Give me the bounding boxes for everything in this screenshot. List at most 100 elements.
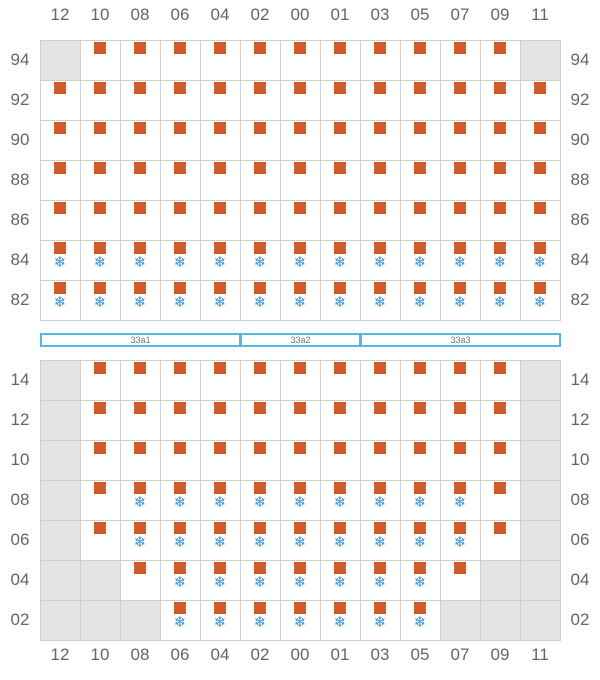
container-box-icon[interactable] <box>254 42 266 54</box>
container-box-icon[interactable] <box>174 482 186 494</box>
slot[interactable] <box>480 520 521 561</box>
container-box-icon[interactable] <box>254 562 266 574</box>
container-box-icon[interactable] <box>134 402 146 414</box>
container-box-icon[interactable] <box>254 202 266 214</box>
container-box-icon[interactable] <box>134 42 146 54</box>
container-box-icon[interactable] <box>94 442 106 454</box>
container-box-icon[interactable] <box>134 242 146 254</box>
container-box-icon[interactable] <box>294 362 306 374</box>
container-box-icon[interactable] <box>174 522 186 534</box>
container-box-icon[interactable] <box>254 122 266 134</box>
container-box-icon[interactable] <box>254 242 266 254</box>
container-box-icon[interactable] <box>454 122 466 134</box>
container-box-icon[interactable] <box>414 82 426 94</box>
container-box-icon[interactable] <box>214 402 226 414</box>
container-box-icon[interactable] <box>494 122 506 134</box>
container-box-icon[interactable] <box>134 82 146 94</box>
container-box-icon[interactable] <box>294 122 306 134</box>
container-box-icon[interactable] <box>454 242 466 254</box>
container-box-icon[interactable] <box>454 282 466 294</box>
container-box-icon[interactable] <box>494 282 506 294</box>
container-box-icon[interactable] <box>454 362 466 374</box>
container-box-icon[interactable] <box>174 282 186 294</box>
container-box-icon[interactable] <box>534 282 546 294</box>
container-box-icon[interactable] <box>374 522 386 534</box>
container-box-icon[interactable] <box>494 42 506 54</box>
container-box-icon[interactable] <box>174 42 186 54</box>
container-box-icon[interactable] <box>54 202 66 214</box>
container-box-icon[interactable] <box>294 522 306 534</box>
container-box-icon[interactable] <box>174 162 186 174</box>
container-box-icon[interactable] <box>254 282 266 294</box>
container-box-icon[interactable] <box>454 562 466 574</box>
container-box-icon[interactable] <box>494 162 506 174</box>
container-box-icon[interactable] <box>214 42 226 54</box>
container-box-icon[interactable] <box>414 282 426 294</box>
container-box-icon[interactable] <box>494 362 506 374</box>
container-box-icon[interactable] <box>214 282 226 294</box>
container-box-icon[interactable] <box>454 522 466 534</box>
container-box-icon[interactable] <box>254 442 266 454</box>
container-box-icon[interactable] <box>214 362 226 374</box>
container-box-icon[interactable] <box>374 482 386 494</box>
container-box-icon[interactable] <box>94 122 106 134</box>
container-box-icon[interactable] <box>334 562 346 574</box>
container-box-icon[interactable] <box>374 362 386 374</box>
container-box-icon[interactable] <box>454 442 466 454</box>
container-box-icon[interactable] <box>214 202 226 214</box>
container-box-icon[interactable] <box>414 42 426 54</box>
container-box-icon[interactable] <box>414 362 426 374</box>
container-box-icon[interactable] <box>54 122 66 134</box>
container-box-icon[interactable] <box>94 282 106 294</box>
container-box-icon[interactable] <box>414 482 426 494</box>
container-box-icon[interactable] <box>294 162 306 174</box>
container-box-icon[interactable] <box>374 42 386 54</box>
slot[interactable] <box>120 160 161 201</box>
container-box-icon[interactable] <box>414 122 426 134</box>
container-box-icon[interactable] <box>134 482 146 494</box>
container-box-icon[interactable] <box>94 362 106 374</box>
container-box-icon[interactable] <box>414 242 426 254</box>
container-box-icon[interactable] <box>494 402 506 414</box>
container-box-icon[interactable] <box>254 162 266 174</box>
container-box-icon[interactable] <box>374 162 386 174</box>
container-box-icon[interactable] <box>374 602 386 614</box>
container-box-icon[interactable] <box>374 562 386 574</box>
container-box-icon[interactable] <box>294 602 306 614</box>
container-box-icon[interactable] <box>54 242 66 254</box>
container-box-icon[interactable] <box>534 242 546 254</box>
container-box-icon[interactable] <box>214 122 226 134</box>
container-box-icon[interactable] <box>214 522 226 534</box>
container-box-icon[interactable] <box>294 202 306 214</box>
container-box-icon[interactable] <box>94 482 106 494</box>
container-box-icon[interactable] <box>374 202 386 214</box>
container-box-icon[interactable] <box>454 482 466 494</box>
container-box-icon[interactable] <box>214 162 226 174</box>
container-box-icon[interactable] <box>414 162 426 174</box>
container-box-icon[interactable] <box>334 242 346 254</box>
container-box-icon[interactable] <box>254 402 266 414</box>
container-box-icon[interactable] <box>454 42 466 54</box>
container-box-icon[interactable] <box>294 282 306 294</box>
container-box-icon[interactable] <box>254 82 266 94</box>
container-box-icon[interactable] <box>334 42 346 54</box>
container-box-icon[interactable] <box>334 282 346 294</box>
container-box-icon[interactable] <box>174 362 186 374</box>
container-box-icon[interactable] <box>294 82 306 94</box>
container-box-icon[interactable] <box>494 522 506 534</box>
container-box-icon[interactable] <box>334 402 346 414</box>
container-box-icon[interactable] <box>174 242 186 254</box>
container-box-icon[interactable] <box>94 242 106 254</box>
container-box-icon[interactable] <box>174 202 186 214</box>
container-box-icon[interactable] <box>334 82 346 94</box>
container-box-icon[interactable] <box>214 482 226 494</box>
container-box-icon[interactable] <box>294 42 306 54</box>
container-box-icon[interactable] <box>174 562 186 574</box>
container-box-icon[interactable] <box>534 82 546 94</box>
container-box-icon[interactable] <box>414 602 426 614</box>
container-box-icon[interactable] <box>494 442 506 454</box>
container-box-icon[interactable] <box>214 562 226 574</box>
container-box-icon[interactable] <box>494 202 506 214</box>
container-box-icon[interactable] <box>334 362 346 374</box>
container-box-icon[interactable] <box>534 162 546 174</box>
